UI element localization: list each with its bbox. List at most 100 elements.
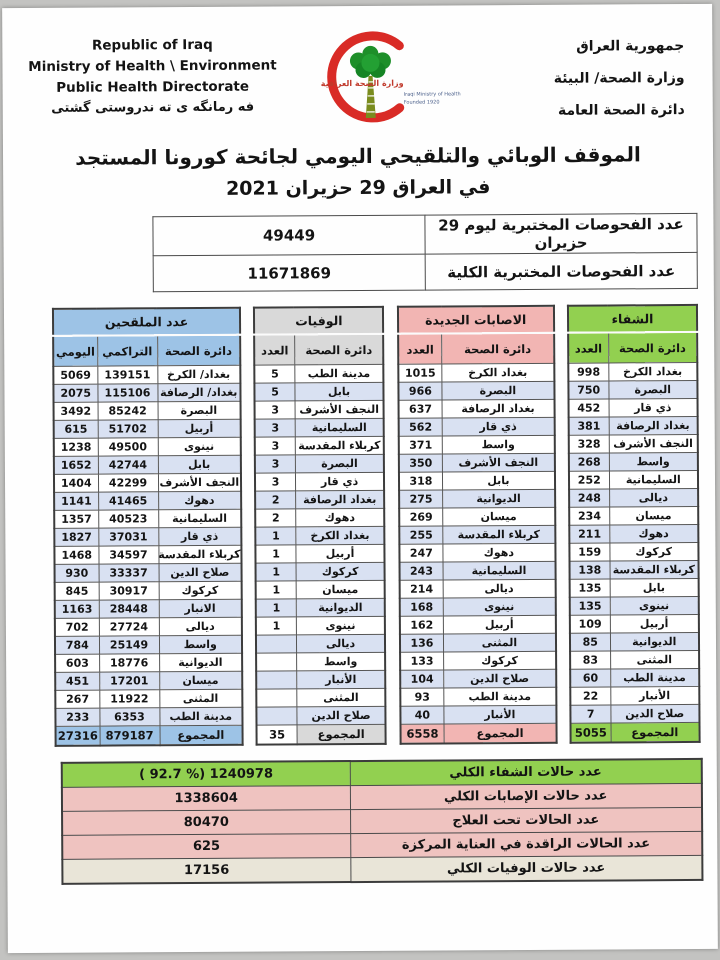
count-cell: 41465 <box>98 491 159 511</box>
count-cell: 267 <box>55 690 100 709</box>
count-cell: 1 <box>256 616 297 636</box>
logo-caption-arabic: وزارة الصحة العراقية <box>321 79 404 89</box>
count-cell: 93 <box>399 687 445 707</box>
count-cell: 30917 <box>98 581 159 601</box>
count-cell <box>256 634 297 654</box>
total-label-cell: المجموع <box>444 723 557 744</box>
province-cell: كربلاء المقدسة <box>609 560 699 579</box>
tests-row-total: عدد الفحوصات المختبرية الكلية 11671869 <box>153 252 698 292</box>
count-cell: 104 <box>399 669 444 689</box>
province-cell: بابل <box>442 471 555 490</box>
count-cell: 11922 <box>99 689 160 709</box>
table-row: أربيل 109 <box>569 614 699 634</box>
table-row: ديالى 214 <box>399 579 556 599</box>
table-row: نينوى 135 <box>569 596 699 616</box>
province-cell: بغداد الكرخ <box>295 526 385 545</box>
logo-founded-text: Founded 1920 <box>404 100 440 106</box>
province-cell: كربلاء المقدسة <box>442 525 556 544</box>
province-cell: واسط <box>442 435 555 454</box>
tests-total-label: عدد الفحوصات المختبرية الكلية <box>425 252 698 291</box>
count-cell <box>256 706 297 726</box>
table-row: نينوى 168 <box>399 597 556 617</box>
province-cell: الديوانية <box>296 598 386 617</box>
province-cell: الانبار <box>158 599 242 618</box>
count-cell: 139151 <box>97 365 158 385</box>
table-row: أربيل 1 <box>255 544 385 564</box>
province-cell: البصرة <box>157 401 241 420</box>
table-row: أربيل 51702 615 <box>53 419 241 439</box>
total-count-cell: 5055 <box>570 722 611 743</box>
province-cell: مدينة الطب <box>610 668 700 687</box>
table-row: بغداد/ الكرخ 139151 5069 <box>53 365 241 385</box>
table-row: المثنى <box>256 688 386 708</box>
count-cell: 328 <box>568 434 609 454</box>
province-cell: ديالى <box>609 488 699 507</box>
count-cell: 562 <box>398 417 443 437</box>
province-cell: النجف الأشرف <box>442 453 555 472</box>
palm-tree-icon <box>349 45 391 118</box>
count-cell <box>256 688 297 708</box>
table-row: ميسان 1 <box>255 580 386 600</box>
province-cell: بغداد الكرخ <box>608 362 698 381</box>
table-row: أربيل 162 <box>399 615 556 635</box>
document-page: Republic of Iraq Ministry of Health \ En… <box>2 3 718 954</box>
count-cell: 350 <box>398 453 443 473</box>
count-cell: 109 <box>569 614 610 634</box>
table-row: ميسان 269 <box>398 507 555 527</box>
count-cell: 1357 <box>54 510 99 529</box>
table-row: السليمانية 3 <box>254 418 385 438</box>
count-cell: 1163 <box>54 600 99 619</box>
summary-body: عدد حالات الشفاء الكلي( 92.7 %) 1240978 ع… <box>61 758 703 884</box>
province-cell: بغداد الكرخ <box>441 363 555 382</box>
province-cell: بابل <box>294 382 384 401</box>
table-title-row: عدد الملقحين <box>52 307 241 336</box>
province-cell: ديالى <box>158 617 242 636</box>
summary-table: عدد حالات الشفاء الكلي( 92.7 %) 1240978 ع… <box>60 757 704 885</box>
province-cell: دهوك <box>158 491 242 510</box>
summary-value: 17156 <box>62 857 351 884</box>
column-header-row: دائرة الصحة العدد <box>254 333 384 366</box>
logo-caption-english: Iraqi Ministry of Health <box>404 91 461 97</box>
summary-label: عدد الحالات الراقدة في العناية المركزة <box>350 831 703 858</box>
column-header-row: دائرة الصحة العدد <box>397 332 554 365</box>
count-cell: 40 <box>400 705 445 725</box>
province-cell: ديالى <box>296 634 386 653</box>
count-cell: 168 <box>399 597 444 617</box>
table-row: دهوك 211 <box>569 524 699 544</box>
table-row: صلاح الدين <box>256 706 386 726</box>
count-cell: 2075 <box>53 384 98 403</box>
table-row: النجف الأشرف 328 <box>568 434 698 454</box>
table-row: المثنى 11922 267 <box>55 689 243 709</box>
count-cell: 381 <box>568 416 609 436</box>
table-new-cases: الاصابات الجديدة دائرة الصحة العدد بغداد ال… <box>396 304 558 745</box>
table-row: النجف الأشرف 3 <box>254 400 384 420</box>
table-row: بغداد الكرخ 1015 <box>397 363 555 383</box>
table-row: كركوك 1 <box>255 562 385 582</box>
table-row: كربلاء المقدسة 3 <box>255 436 385 456</box>
count-cell: 3 <box>255 436 296 456</box>
count-cell: 637 <box>398 399 443 419</box>
province-cell: نينوى <box>443 597 556 616</box>
total-label-cell: المجموع <box>159 725 243 746</box>
province-cell: مدينة الطب <box>294 364 384 383</box>
count-cell: 750 <box>568 380 609 400</box>
report-title-line2: في العراق 29 حزيران 2021 <box>225 176 491 200</box>
table-row: مدينة الطب 93 <box>399 687 557 707</box>
column-header: العدد <box>254 334 295 366</box>
province-cell: البصرة <box>442 381 555 400</box>
count-cell: 6353 <box>99 707 160 727</box>
province-cell: النجف الأشرف <box>157 473 242 492</box>
table-row: الأنبار 22 <box>570 686 700 706</box>
province-cell: أربيل <box>157 419 241 438</box>
table-row: ميسان 17201 451 <box>55 671 243 691</box>
count-cell: 1 <box>255 562 296 582</box>
header-en-line: Ministry of Health \ Environment <box>28 57 277 75</box>
count-cell: 133 <box>399 651 444 671</box>
count-cell: 1015 <box>397 363 443 383</box>
province-cell: السليمانية <box>158 509 242 528</box>
table-row: بابل 5 <box>254 382 384 402</box>
province-tables: الشفاء دائرة الصحة العدد بغداد الكرخ 998 البص… <box>4 303 717 747</box>
header-ar-line: جمهورية العراق <box>576 38 685 55</box>
table-row: ديالى 27724 702 <box>54 617 242 637</box>
table-row: النجف الأشرف 350 <box>398 453 555 473</box>
